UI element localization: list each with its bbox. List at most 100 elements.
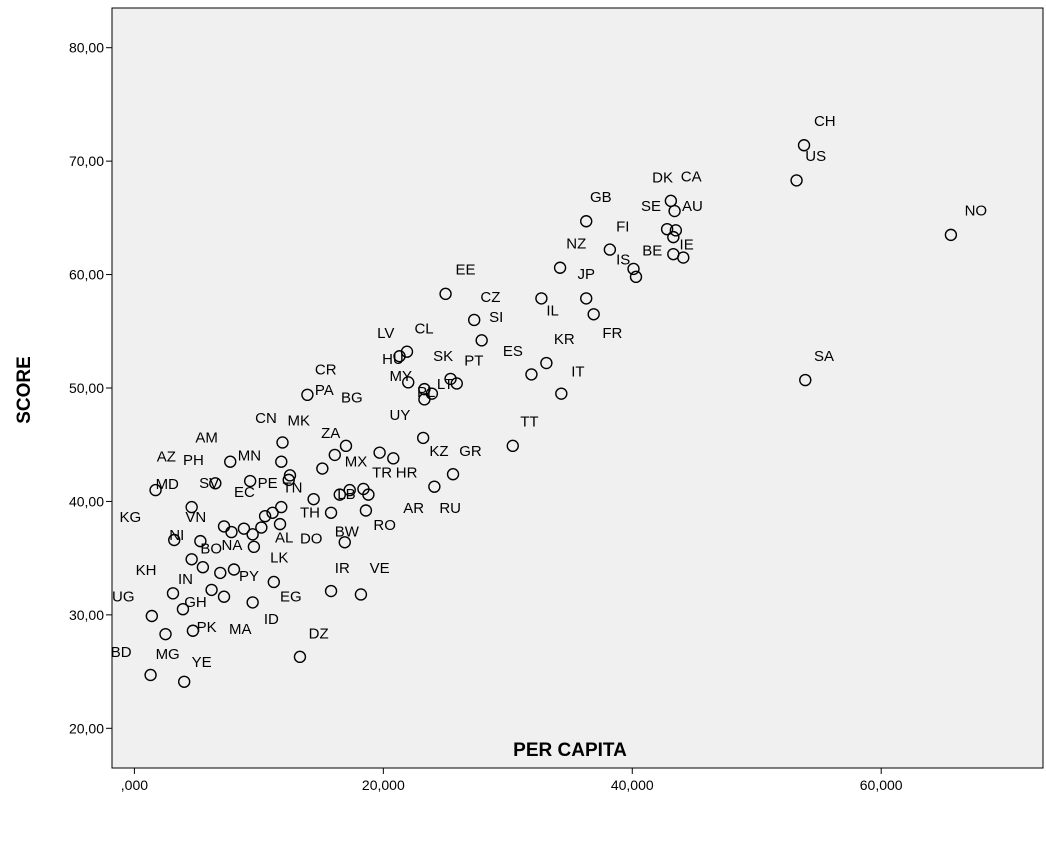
point-label: YE xyxy=(192,654,212,671)
point-label: GB xyxy=(590,189,612,206)
scatter-point xyxy=(799,373,812,387)
scatter-point xyxy=(333,488,346,501)
point-label: HU xyxy=(382,351,404,368)
scatter-point xyxy=(444,372,457,386)
scatter-point xyxy=(790,174,803,187)
scatter-point xyxy=(418,393,431,406)
x-tick-label: 20,000 xyxy=(362,777,405,793)
scatter-point xyxy=(338,536,351,549)
point-label: HR xyxy=(396,465,418,482)
scatter-point xyxy=(177,675,191,688)
point-label: BD xyxy=(111,644,132,661)
point-label: SK xyxy=(433,348,453,365)
scatter-point xyxy=(439,287,452,301)
y-tick-label: 60,00 xyxy=(69,267,104,283)
scatter-point xyxy=(580,292,593,305)
point-label: NO xyxy=(965,203,988,220)
point-label: ES xyxy=(503,343,523,360)
scatter-point xyxy=(176,602,190,616)
scatter-point xyxy=(227,563,241,576)
point-label: EE xyxy=(456,262,476,279)
y-tick-label: 40,00 xyxy=(69,493,104,509)
point-label: MA xyxy=(229,621,252,638)
y-tick-label: 50,00 xyxy=(69,380,104,396)
point-label: ID xyxy=(264,611,279,628)
scatter-point xyxy=(324,584,338,598)
scatter-point xyxy=(667,247,680,261)
scatter-point xyxy=(587,308,600,321)
scatter-point xyxy=(402,376,415,389)
scatter-point xyxy=(224,455,237,468)
scatter-point xyxy=(428,480,441,493)
scatter-point xyxy=(267,575,281,589)
point-label: VN xyxy=(185,509,206,526)
data-points xyxy=(144,139,958,688)
point-label: PL xyxy=(417,384,435,401)
point-label: IS xyxy=(616,251,630,268)
scatter-point xyxy=(247,540,261,554)
y-axis: 20,00 30,00 40,00 50,00 60,00 70,00 80,00 xyxy=(69,40,112,736)
scatter-point xyxy=(258,509,272,523)
point-label: KR xyxy=(554,331,575,348)
scatter-point xyxy=(669,224,683,237)
point-label: NI xyxy=(169,527,184,544)
scatter-point xyxy=(275,500,288,514)
point-label: SA xyxy=(814,348,834,365)
scatter-point xyxy=(387,452,400,465)
scatter-point xyxy=(797,139,811,152)
scatter-point xyxy=(555,387,568,400)
scatter-point xyxy=(446,468,460,481)
point-label: CN xyxy=(255,410,277,427)
scatter-point xyxy=(293,650,307,664)
point-label: IN xyxy=(178,571,193,588)
point-label: LK xyxy=(270,550,288,567)
scatter-point xyxy=(168,533,181,547)
scatter-point xyxy=(400,345,414,358)
scatter-point xyxy=(354,588,368,601)
point-label: IR xyxy=(335,560,350,577)
point-label: KZ xyxy=(429,443,448,460)
scatter-point xyxy=(339,439,353,453)
y-axis-title: SCORE xyxy=(14,356,35,424)
x-tick-label: 60,000 xyxy=(860,777,903,793)
scatter-point xyxy=(944,228,958,242)
point-label: BE xyxy=(642,242,662,259)
scatter-point xyxy=(603,243,617,256)
point-label: MD xyxy=(156,476,179,493)
point-label: TN xyxy=(283,479,303,496)
scatter-point xyxy=(627,262,640,276)
point-label: NZ xyxy=(566,235,586,252)
scatter-point xyxy=(525,368,538,381)
point-label: CA xyxy=(681,169,702,186)
scatter-point xyxy=(273,517,287,531)
scatter-point xyxy=(324,506,338,519)
point-label: EC xyxy=(234,484,255,501)
point-label: AL xyxy=(275,529,293,546)
scatter-point xyxy=(416,431,430,445)
point-label: MG xyxy=(156,646,180,663)
point-label: MK xyxy=(287,412,310,429)
point-label: IE xyxy=(680,237,694,254)
scatter-point xyxy=(362,488,375,501)
point-label: SV xyxy=(199,475,219,492)
point-label: AU xyxy=(682,198,703,215)
scatter-point xyxy=(668,204,681,218)
point-label: PT xyxy=(464,352,483,369)
scatter-point xyxy=(209,477,222,490)
point-label: DZ xyxy=(309,626,329,643)
scatter-point xyxy=(328,448,341,462)
point-label: BO xyxy=(200,541,222,558)
scatter-point xyxy=(343,483,356,497)
point-label: PE xyxy=(258,475,278,492)
point-label: IL xyxy=(546,302,559,319)
scatter-point xyxy=(237,522,251,535)
point-label: GR xyxy=(459,443,482,460)
scatter-point xyxy=(205,583,218,597)
point-label: TR xyxy=(372,465,392,482)
point-label: CZ xyxy=(480,289,500,306)
scatter-point xyxy=(283,469,297,482)
scatter-point xyxy=(149,483,162,497)
scatter-point xyxy=(144,668,157,682)
point-label: NA xyxy=(222,537,243,554)
